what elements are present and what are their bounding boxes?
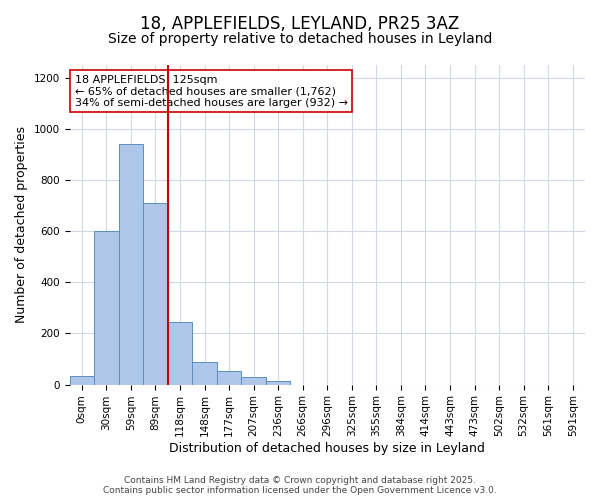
Text: Size of property relative to detached houses in Leyland: Size of property relative to detached ho… <box>108 32 492 46</box>
Bar <box>266 381 290 384</box>
Text: 18 APPLEFIELDS: 125sqm
← 65% of detached houses are smaller (1,762)
34% of semi-: 18 APPLEFIELDS: 125sqm ← 65% of detached… <box>74 74 347 108</box>
Bar <box>143 203 168 384</box>
X-axis label: Distribution of detached houses by size in Leyland: Distribution of detached houses by size … <box>169 442 485 455</box>
Bar <box>217 372 241 384</box>
Bar <box>168 322 192 384</box>
Bar <box>94 231 119 384</box>
Bar <box>70 376 94 384</box>
Text: 18, APPLEFIELDS, LEYLAND, PR25 3AZ: 18, APPLEFIELDS, LEYLAND, PR25 3AZ <box>140 15 460 33</box>
Bar <box>119 144 143 384</box>
Text: Contains HM Land Registry data © Crown copyright and database right 2025.
Contai: Contains HM Land Registry data © Crown c… <box>103 476 497 495</box>
Bar <box>192 362 217 384</box>
Y-axis label: Number of detached properties: Number of detached properties <box>15 126 28 324</box>
Bar <box>241 378 266 384</box>
